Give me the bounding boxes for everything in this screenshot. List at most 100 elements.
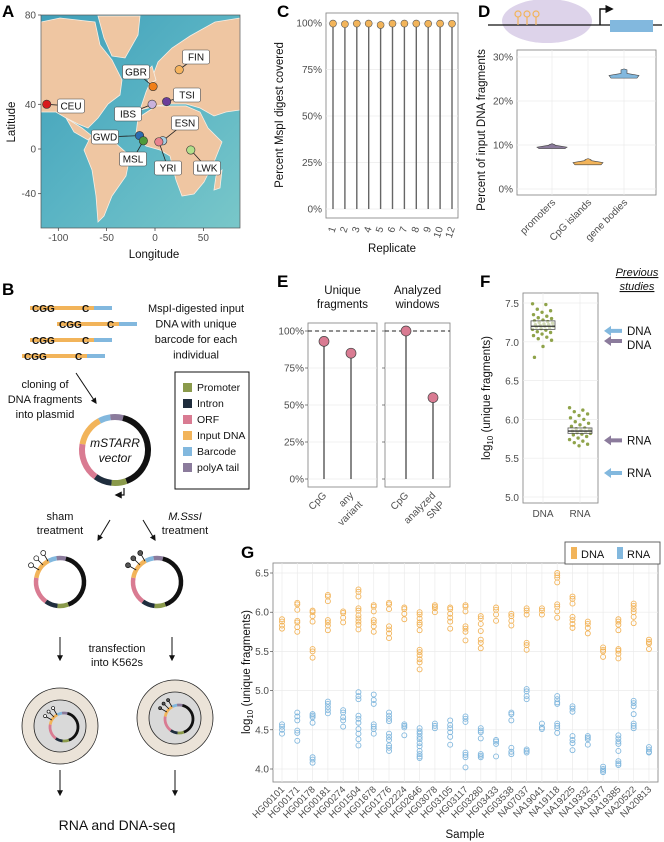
- panel-label-e: E: [277, 272, 288, 291]
- sample-point-dna: [569, 613, 576, 620]
- sample-point-rna: [279, 723, 285, 730]
- europe-asia: [139, 17, 240, 117]
- y-axis-title-rest: (unique fragments): [481, 336, 493, 436]
- sample-point-rna: [600, 763, 607, 770]
- sample-point-rna: [386, 712, 392, 719]
- cpg-island-shading: [502, 0, 592, 43]
- legend-swatch: [183, 399, 192, 408]
- sample-point-dna: [569, 621, 576, 627]
- sample-point-dna: [294, 599, 301, 606]
- y-axis-title-sub: 10: [246, 709, 255, 718]
- legend-swatch: [183, 447, 192, 456]
- sample-point-rna: [462, 719, 469, 725]
- unmethylated-cpg-icon: [40, 550, 47, 556]
- sample-point-dna: [324, 592, 331, 598]
- population-point: [147, 99, 157, 109]
- lollipop-point: [388, 19, 397, 28]
- plasmid-segment-barcode: [144, 556, 155, 563]
- legend-label: Barcode: [197, 446, 236, 458]
- y-tick-label: 6.0: [255, 608, 269, 619]
- sample-point-dna: [279, 618, 285, 625]
- sample-point-dna: [416, 652, 423, 659]
- sham-caption: treatment: [37, 525, 83, 537]
- plasmid-segment-promoter: [57, 602, 69, 609]
- sample-point-rna: [355, 693, 362, 700]
- sample-point-dna: [416, 611, 423, 618]
- sample-point-dna: [523, 646, 530, 653]
- sample-point-rna: [370, 697, 377, 703]
- sample-point-dna: [431, 605, 438, 612]
- sample-point-rna: [279, 730, 285, 737]
- y-tick-label: 40: [25, 100, 37, 111]
- sample-point-rna: [477, 729, 484, 736]
- input-dna-caption: barcode for each: [155, 334, 238, 346]
- panel-label-a: A: [2, 2, 14, 21]
- sample-point-rna: [401, 732, 408, 739]
- y-tick-label: -40: [22, 189, 37, 200]
- sample-point-rna: [340, 707, 347, 714]
- sample-point-rna: [477, 752, 484, 759]
- sample-point-rna: [309, 714, 316, 721]
- lollipop-point: [424, 19, 433, 28]
- sample-point-dna: [630, 602, 637, 609]
- jitter-point: [585, 412, 590, 416]
- sample-point-dna: [600, 653, 607, 660]
- previous-study-label: DNA: [627, 326, 652, 338]
- jitter-point: [544, 302, 548, 307]
- sample-point-rna: [340, 717, 347, 724]
- x-tick-label: 2: [339, 225, 351, 234]
- sample-point-rna: [386, 737, 392, 743]
- c-site-label: C: [82, 304, 89, 315]
- facet-title: Analyzed: [394, 285, 441, 297]
- sample-point-rna: [416, 733, 423, 740]
- sample-point-rna: [569, 733, 576, 740]
- sample-point-dna: [630, 606, 637, 613]
- jitter-point: [577, 413, 581, 418]
- sample-point-rna: [508, 748, 515, 755]
- methylated-cpg-icon: [130, 555, 137, 562]
- msssi-arrow: [142, 519, 156, 542]
- sample-point-dna: [584, 618, 591, 625]
- sample-point-dna: [416, 666, 423, 673]
- sample-point-dna: [416, 649, 423, 656]
- plasmid-segment-orf: [130, 577, 145, 604]
- cloning-caption: into plasmid: [16, 409, 75, 421]
- vector-label: mSTARR: [90, 436, 140, 450]
- sample-point-rna: [447, 741, 454, 748]
- sample-point-dna: [370, 617, 377, 623]
- sample-point-rna: [324, 710, 331, 717]
- previous-study-label: RNA: [627, 435, 652, 447]
- y-tick-label: 50%: [284, 401, 304, 412]
- sample-point-dna: [615, 627, 622, 634]
- sample-point-dna: [508, 622, 515, 629]
- lollipop-point: [427, 392, 439, 403]
- population-label: IBS: [120, 110, 136, 121]
- y-tick-label: 100%: [296, 19, 322, 30]
- sample-point-dna: [493, 611, 500, 618]
- plasmid-segment-promoter: [62, 738, 70, 743]
- sample-point-rna: [508, 744, 515, 751]
- y-axis-title: Percent of input DNA fragments: [476, 49, 488, 211]
- population-label-box: [154, 160, 182, 176]
- cgg-site-label: CGG: [32, 336, 55, 347]
- panel-g-chart: 4.04.55.05.56.06.5HG00101HG00171HG00178H…: [241, 541, 661, 841]
- plasmid-backbone: [122, 415, 151, 484]
- previous-study-label: RNA: [627, 468, 652, 480]
- sample-point-rna: [431, 725, 438, 732]
- plasmid-backbone: [181, 704, 195, 734]
- sample-point-dna: [370, 623, 377, 630]
- population-label: GWD: [93, 133, 117, 144]
- population-point: [154, 137, 164, 147]
- legend-label: Intron: [197, 398, 224, 410]
- cpg-lollipop-icon: [514, 10, 522, 18]
- plasmid-backbone: [162, 556, 184, 607]
- sample-point-dna: [370, 602, 377, 609]
- jitter-point: [572, 440, 576, 445]
- y-tick-label: 20%: [493, 97, 513, 108]
- sample-point-dna: [309, 613, 316, 620]
- sample-point-dna: [447, 625, 454, 632]
- jitter-point: [541, 344, 545, 349]
- sample-point-dna: [447, 610, 454, 617]
- population-point: [138, 136, 148, 146]
